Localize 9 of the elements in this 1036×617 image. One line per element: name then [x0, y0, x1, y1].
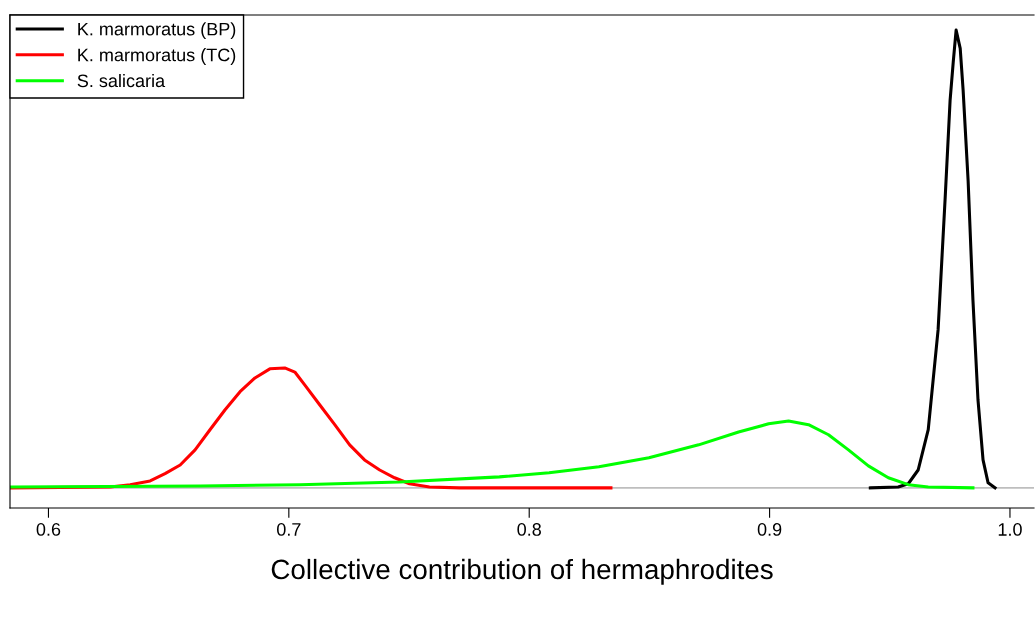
x-axis-title: Collective contribution of hermaphrodites — [271, 558, 773, 585]
x-tick-label: 0.8 — [517, 523, 541, 536]
x-tick-label: 0.6 — [36, 523, 61, 536]
x-tick-label: 0.9 — [757, 523, 782, 536]
legend-label: K. marmoratus (TC) — [78, 48, 236, 65]
legend-label: S. salicaria — [77, 73, 166, 88]
x-tick-label: 1.0 — [998, 523, 1022, 536]
x-tick-label: 0.7 — [276, 523, 301, 536]
legend-label: K. marmoratus (BP) — [78, 22, 236, 40]
